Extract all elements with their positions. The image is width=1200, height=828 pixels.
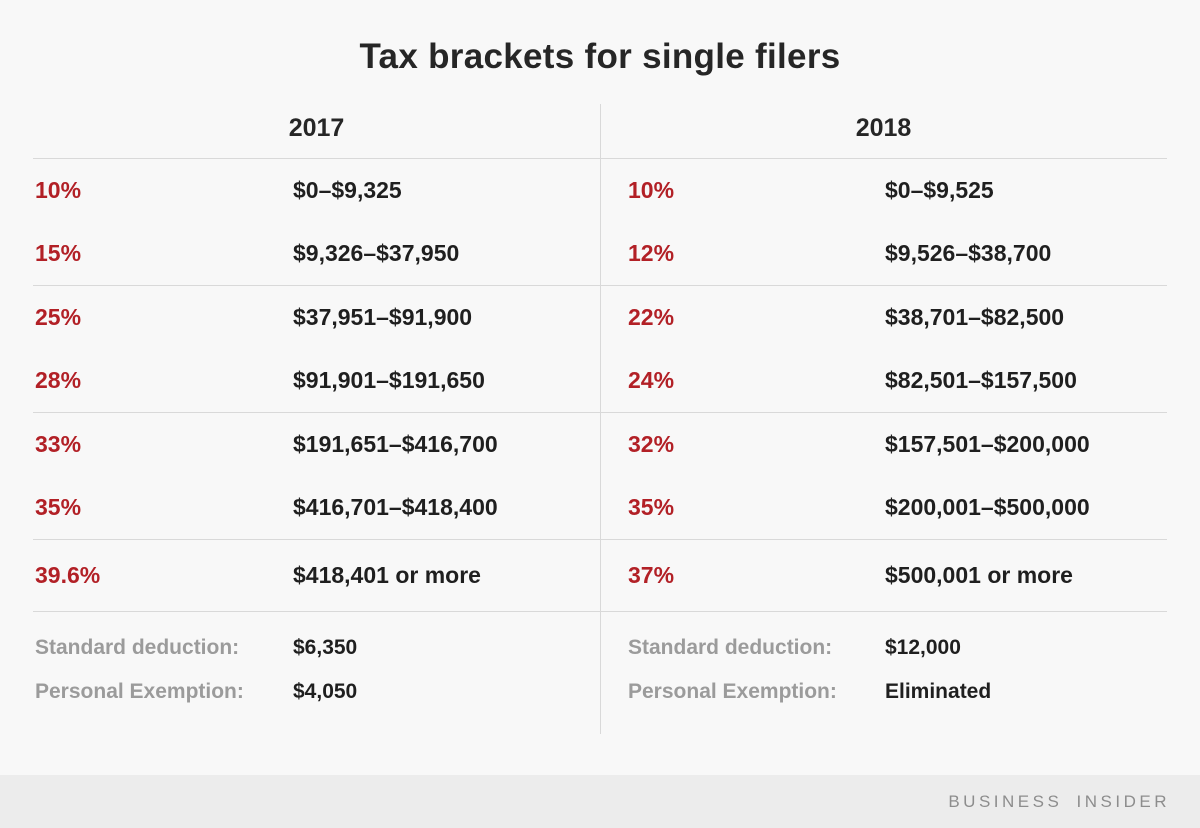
income-range: $157,501–$200,000 (885, 431, 1090, 457)
bracket-group-3: 33% $191,651–$416,700 32% $157,501–$200,… (33, 413, 1167, 540)
rate-value: 35% (628, 494, 675, 520)
cell-2018: 35% $200,001–$500,000 (600, 476, 1167, 539)
cell-2018: 24% $82,501–$157,500 (600, 349, 1167, 412)
cell-2017: Personal Exemption: $4,050 (33, 670, 600, 714)
rate-value: 25% (35, 304, 82, 330)
income-range: $38,701–$82,500 (885, 304, 1065, 330)
income-range: $418,401 or more (293, 562, 481, 588)
standard-deduction-value: $6,350 (293, 636, 358, 659)
table-row: 28% $91,901–$191,650 24% $82,501–$157,50… (33, 349, 1167, 412)
table-row: 39.6% $418,401 or more 37% $500,001 or m… (33, 540, 1167, 611)
rate-value: 15% (35, 240, 82, 266)
standard-deduction-row: Standard deduction: $6,350 Standard dedu… (33, 626, 1167, 670)
cell-2017: 15% $9,326–$37,950 (33, 222, 600, 285)
bracket-group-top: 39.6% $418,401 or more 37% $500,001 or m… (33, 540, 1167, 612)
cell-2017: 35% $416,701–$418,400 (33, 476, 600, 539)
standard-deduction-value: $12,000 (885, 636, 961, 659)
table-row: 15% $9,326–$37,950 12% $9,526–$38,700 (33, 222, 1167, 285)
cell-2018: Standard deduction: $12,000 (600, 626, 1167, 670)
income-range: $500,001 or more (885, 562, 1073, 588)
page-title: Tax brackets for single filers (359, 37, 841, 76)
cell-2018: 32% $157,501–$200,000 (600, 413, 1167, 476)
income-range: $9,326–$37,950 (293, 240, 460, 266)
deduction-exemption-section: Standard deduction: $6,350 Standard dedu… (33, 612, 1167, 732)
cell-2017: 39.6% $418,401 or more (33, 540, 600, 611)
year-header-2017: 2017 (288, 113, 345, 142)
rate-value: 39.6% (35, 562, 101, 588)
business-insider-logo: BUSINESS INSIDER (948, 791, 1170, 811)
bracket-group-2: 25% $37,951–$91,900 22% $38,701–$82,500 … (33, 286, 1167, 413)
cell-2017: 25% $37,951–$91,900 (33, 286, 600, 349)
cell-2018: 22% $38,701–$82,500 (600, 286, 1167, 349)
personal-exemption-value: Eliminated (885, 680, 992, 703)
standard-deduction-label: Standard deduction: (35, 636, 240, 659)
table-row: 10% $0–$9,325 10% $0–$9,525 (33, 159, 1167, 222)
footer-band: BUSINESS INSIDER (0, 775, 1200, 828)
cell-2018: 12% $9,526–$38,700 (600, 222, 1167, 285)
rate-value: 10% (35, 177, 82, 203)
personal-exemption-label: Personal Exemption: (35, 680, 244, 703)
tax-brackets-table: 2017 2018 10% $0–$9,325 10% $0–$9,525 15… (33, 98, 1167, 734)
cell-2017: Standard deduction: $6,350 (33, 626, 600, 670)
income-range: $91,901–$191,650 (293, 367, 485, 393)
table-row: 33% $191,651–$416,700 32% $157,501–$200,… (33, 413, 1167, 476)
table-row: 35% $416,701–$418,400 35% $200,001–$500,… (33, 476, 1167, 539)
cell-2017: 10% $0–$9,325 (33, 159, 600, 222)
rate-value: 24% (628, 367, 675, 393)
cell-2017: 28% $91,901–$191,650 (33, 349, 600, 412)
rate-value: 22% (628, 304, 675, 330)
column-divider (600, 104, 601, 734)
year-header-2018: 2018 (855, 113, 912, 142)
personal-exemption-label: Personal Exemption: (628, 680, 837, 703)
rate-value: 12% (628, 240, 675, 266)
rate-value: 10% (628, 177, 675, 203)
income-range: $0–$9,325 (293, 177, 402, 203)
standard-deduction-label: Standard deduction: (628, 636, 833, 659)
rate-value: 37% (628, 562, 675, 588)
income-range: $191,651–$416,700 (293, 431, 498, 457)
income-range: $416,701–$418,400 (293, 494, 498, 520)
table-row: 25% $37,951–$91,900 22% $38,701–$82,500 (33, 286, 1167, 349)
income-range: $82,501–$157,500 (885, 367, 1077, 393)
cell-2017: 33% $191,651–$416,700 (33, 413, 600, 476)
income-range: $37,951–$91,900 (293, 304, 473, 330)
rate-value: 32% (628, 431, 675, 457)
personal-exemption-row: Personal Exemption: $4,050 Personal Exem… (33, 670, 1167, 714)
income-range: $9,526–$38,700 (885, 240, 1052, 266)
bracket-group-1: 10% $0–$9,325 10% $0–$9,525 15% $9,326–$… (33, 159, 1167, 286)
income-range: $200,001–$500,000 (885, 494, 1090, 520)
rate-value: 35% (35, 494, 82, 520)
rate-value: 28% (35, 367, 82, 393)
cell-2018: Personal Exemption: Eliminated (600, 670, 1167, 714)
rate-value: 33% (35, 431, 82, 457)
personal-exemption-value: $4,050 (293, 680, 358, 703)
income-range: $0–$9,525 (885, 177, 994, 203)
cell-2018: 10% $0–$9,525 (600, 159, 1167, 222)
cell-2018: 37% $500,001 or more (600, 540, 1167, 611)
